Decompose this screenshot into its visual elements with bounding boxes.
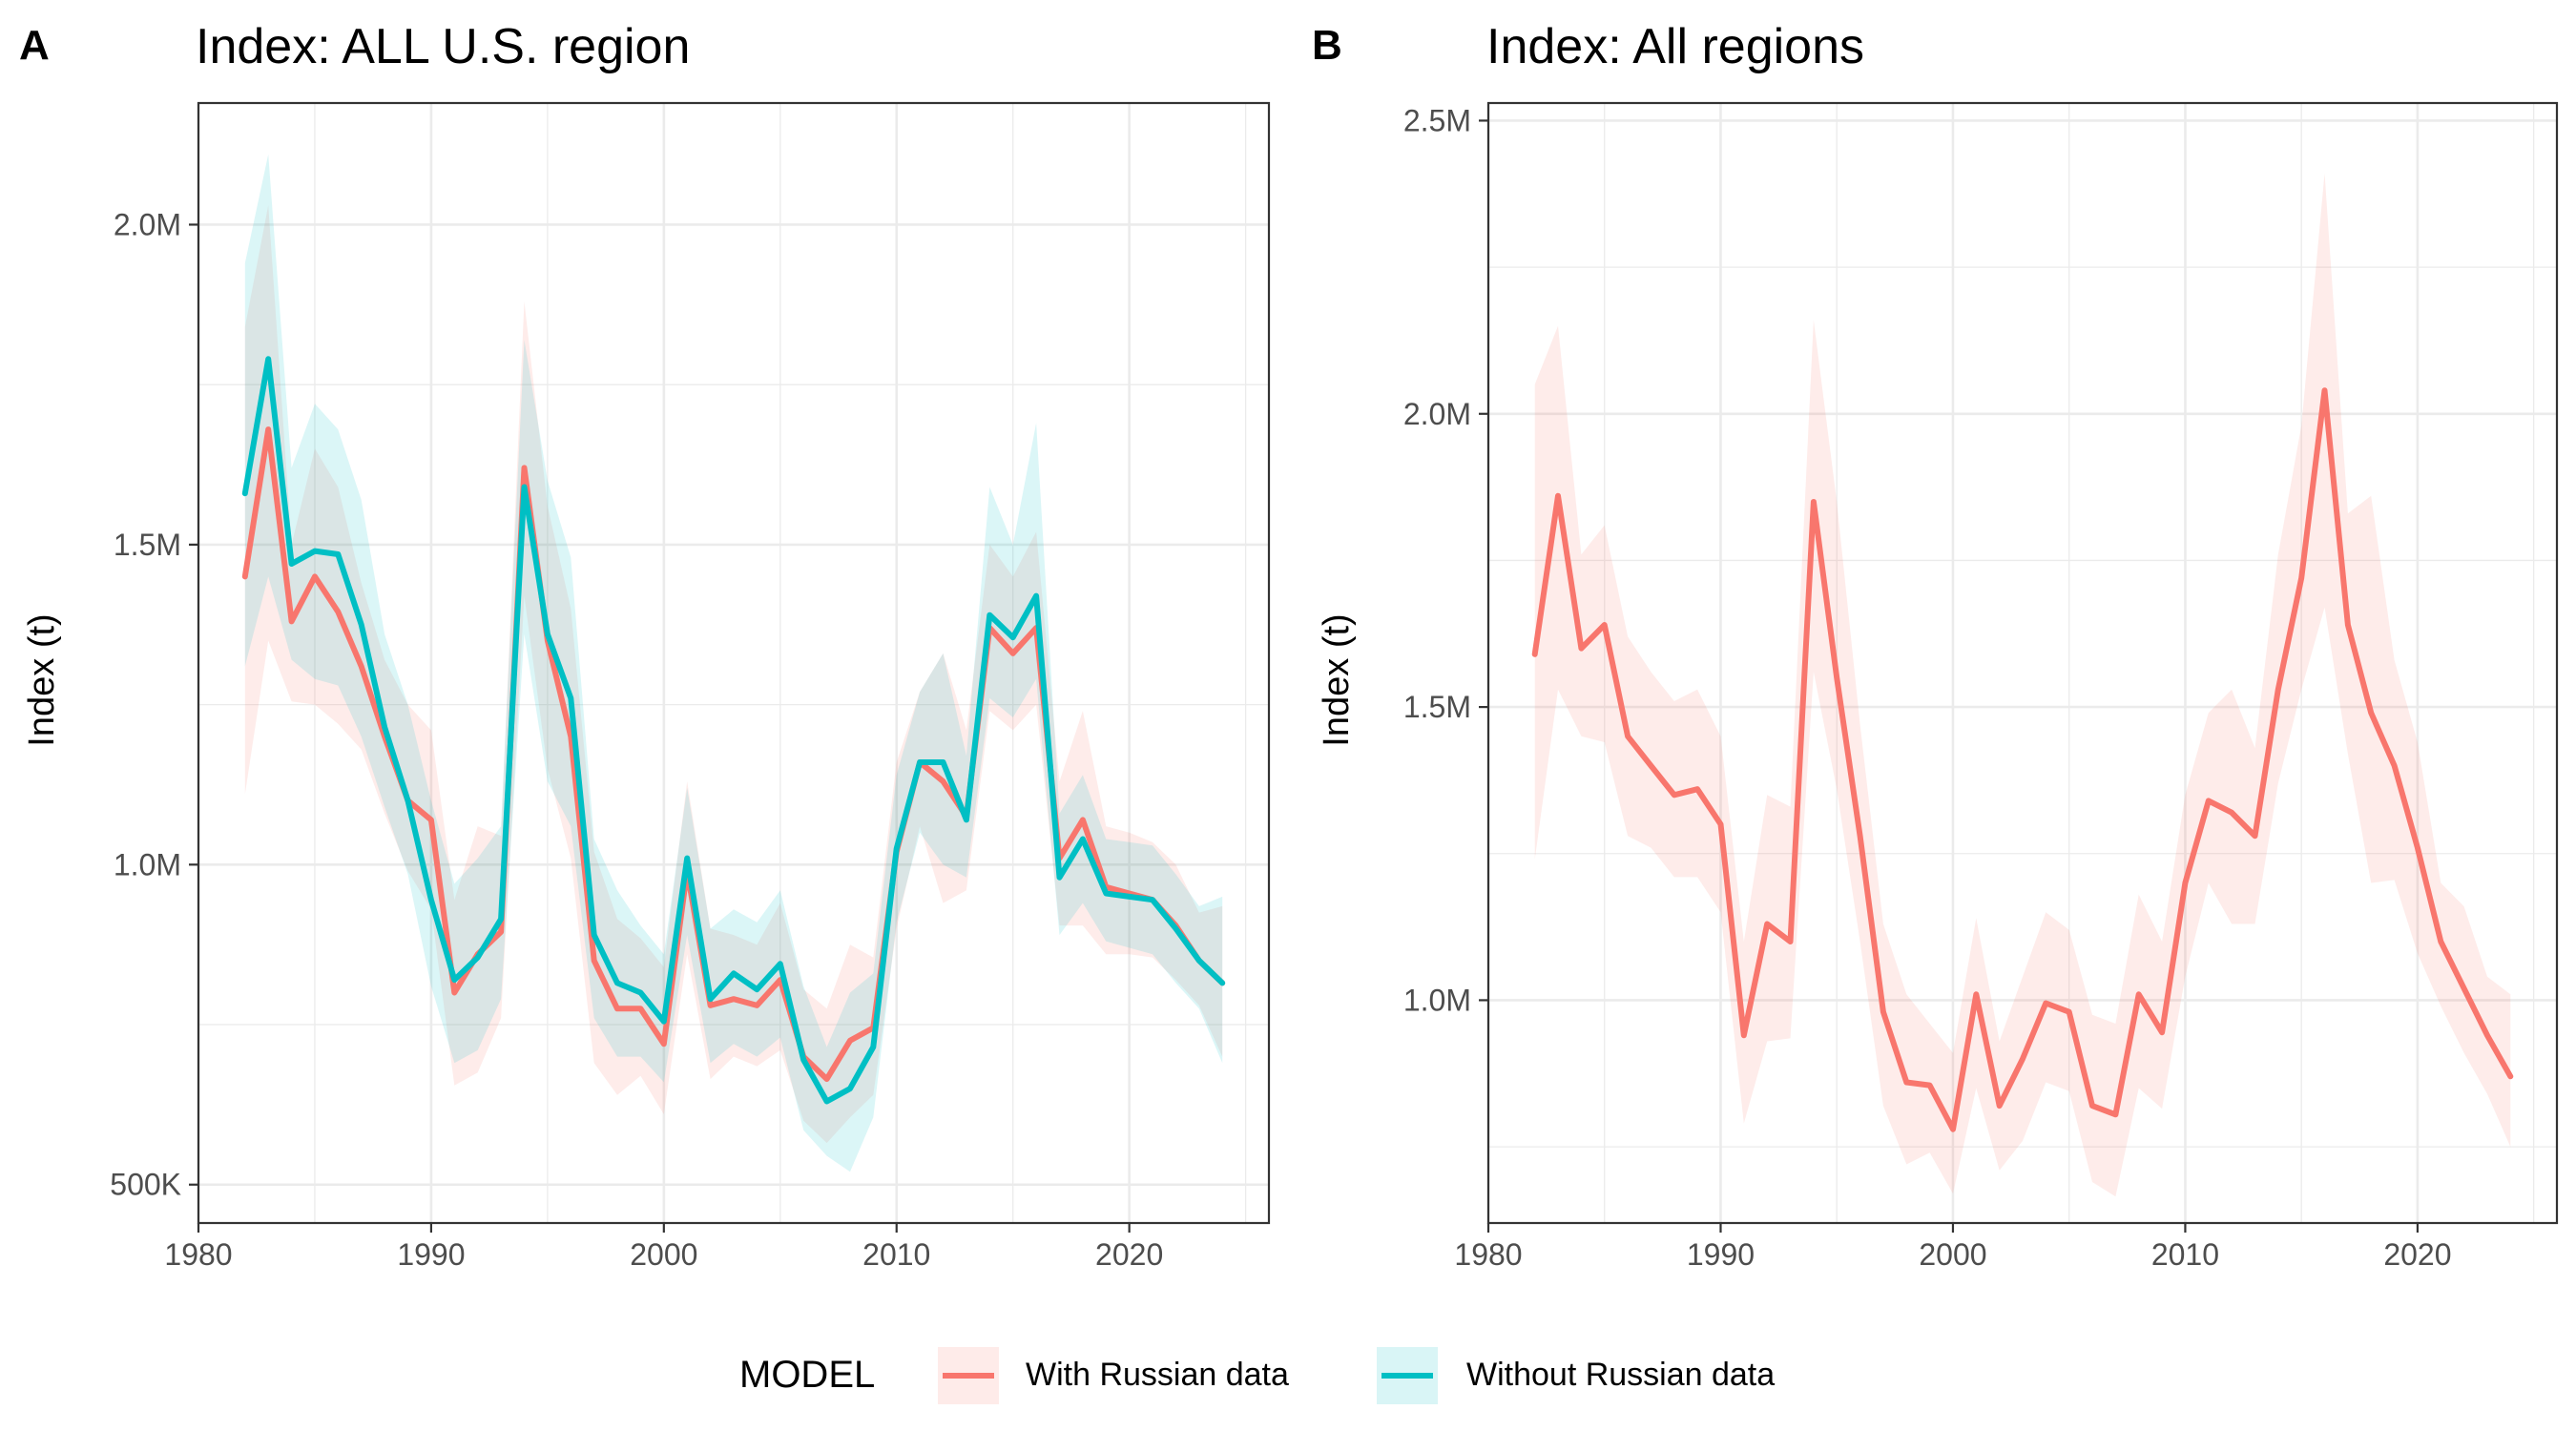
panel-a: A Index: ALL U.S. region 1980 1990 2000 201… (19, 19, 1271, 1272)
panel-a-y-tick-label: 500K (110, 1168, 181, 1202)
panel-a-series-1-line (241, 356, 1226, 1105)
panel-a-x-tick-label: 2000 (630, 1237, 697, 1272)
panel-b-letter: B (1312, 22, 1342, 69)
panel-b-panel-border (1486, 101, 2559, 1225)
panel-a-y-axis-label: Index (t) (22, 613, 62, 746)
legend: MODEL With Russian data Without Russian … (739, 1347, 1775, 1404)
panel-b-y-tick-label: 2.0M (1403, 397, 1471, 431)
legend-title: MODEL (739, 1354, 875, 1396)
panel-b-plot-area: 1980 1990 2000 2010 2020 1.0M 1.5M 2.0M 2.5M (1403, 101, 2559, 1272)
panel-a-x-tick-label: 1980 (164, 1237, 232, 1272)
panel-a-panel-background (198, 103, 1269, 1223)
panel-b-y-tick-label: 1.5M (1403, 690, 1471, 724)
panel-b-series-0-line (1531, 387, 2514, 1132)
panel-b-panel-background (1488, 103, 2557, 1223)
panel-a-x-tick-label: 1990 (397, 1237, 465, 1272)
panel-a-title: Index: ALL U.S. region (196, 19, 690, 74)
panel-b-title: Index: All regions (1486, 19, 1864, 74)
panel-b-x-tick-label: 2000 (1919, 1237, 1986, 1272)
panel-a-series-1-ribbon (244, 154, 1223, 1172)
panel-b: B Index: All regions 1980 1990 2000 2010 202… (1312, 19, 2559, 1272)
panel-a-x-tick-label: 2010 (862, 1237, 930, 1272)
panel-a-letter: A (19, 22, 50, 69)
panel-a-x-tick-label: 2020 (1095, 1237, 1163, 1272)
panel-b-y-tick-label: 2.5M (1403, 103, 1471, 137)
panel-b-x-tick-label: 1980 (1454, 1237, 1522, 1272)
panel-a-panel-border (197, 101, 1271, 1225)
panel-a-series-0-ribbon (244, 205, 1223, 1144)
panel-b-series-0-ribbon (1534, 173, 2511, 1197)
panel-a-y-tick-label: 1.5M (114, 528, 181, 562)
panel-a-y-tick-label: 2.0M (114, 207, 181, 241)
legend-key-without-russian (1377, 1347, 1438, 1404)
panel-a-y-tick-label: 1.0M (114, 847, 181, 881)
panel-b-y-axis-label: Index (t) (1317, 613, 1357, 746)
panel-b-x-tick-label: 2010 (2151, 1237, 2219, 1272)
panel-b-y-tick-label: 1.0M (1403, 983, 1471, 1017)
panel-b-x-tick-label: 1990 (1687, 1237, 1755, 1272)
legend-label-with-russian: With Russian data (1026, 1357, 1289, 1393)
legend-label-without-russian: Without Russian data (1466, 1357, 1775, 1393)
panel-b-x-tick-label: 2020 (2383, 1237, 2451, 1272)
panel-a-plot-area: 1980 1990 2000 2010 2020 500K 1.0M 1.5M 2.0M (110, 101, 1271, 1272)
legend-key-with-russian (938, 1347, 999, 1404)
